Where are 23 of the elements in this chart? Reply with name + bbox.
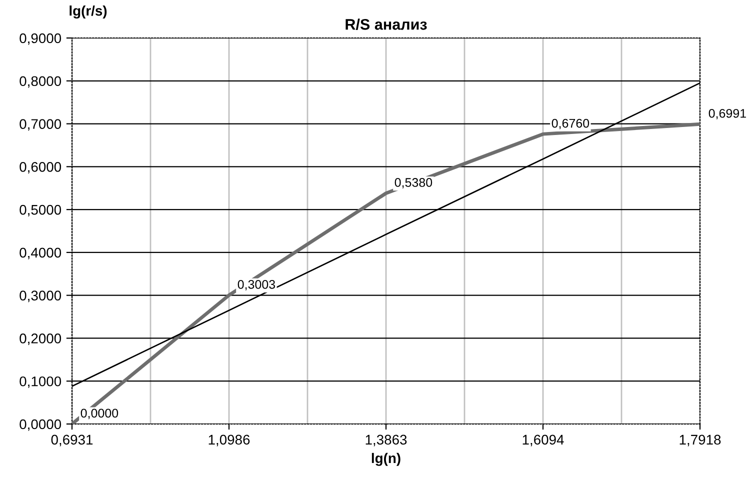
data-label: 0,6760 [552, 118, 590, 130]
y-tick-label: 0,6000 [20, 162, 62, 174]
y-tick-label: 0,4000 [20, 248, 62, 260]
y-tick-label: 0,5000 [20, 204, 62, 216]
y-tick-label: 0,8000 [20, 76, 62, 88]
y-tick-label: 0,3000 [20, 290, 62, 302]
y-axis-title: lg(r/s) [70, 5, 107, 19]
y-tick-label: 0,0000 [20, 419, 62, 431]
x-tick-label: 0,6931 [51, 434, 93, 446]
y-tick-label: 0,1000 [20, 376, 62, 388]
x-tick-label: 1,0986 [208, 434, 250, 446]
x-tick-label: 1,7918 [680, 434, 721, 446]
data-label: 0,0000 [80, 408, 118, 420]
y-tick-label: 0,9000 [20, 33, 62, 45]
data-label: 0,3003 [238, 280, 276, 290]
x-tick-label: 1,6094 [522, 434, 564, 446]
y-tick-label: 0,7000 [20, 119, 62, 131]
data-label: 0,6991 [708, 108, 746, 120]
x-axis-title: lg(n) [372, 452, 400, 466]
data-label: 0,5380 [394, 178, 432, 188]
y-tick-label: 0,2000 [20, 334, 62, 346]
x-tick-label: 1,3863 [366, 434, 407, 446]
chart-title: R/S анализ [346, 18, 427, 30]
